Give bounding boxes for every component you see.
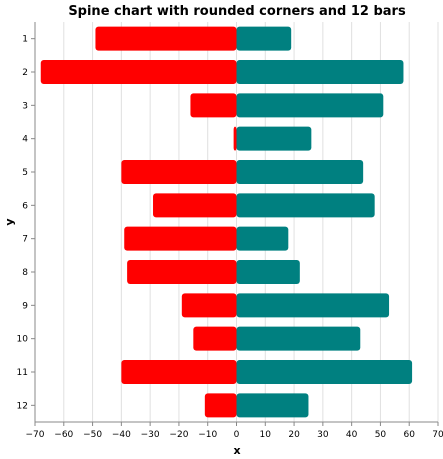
x-tick-label: −70 xyxy=(26,430,45,440)
y-tick-label: 8 xyxy=(22,268,28,278)
x-tick-label: 10 xyxy=(260,430,272,440)
bar-positive-2 xyxy=(236,60,404,84)
x-tick-label: −10 xyxy=(198,430,217,440)
x-tick-label: 20 xyxy=(288,430,300,440)
y-tick-label: 2 xyxy=(22,68,28,78)
bars xyxy=(40,26,413,418)
x-tick-label: −40 xyxy=(112,430,131,440)
bar-negative-6 xyxy=(153,193,237,218)
x-tick-label: −20 xyxy=(169,430,188,440)
bar-positive-11 xyxy=(236,360,413,384)
bar-positive-10 xyxy=(236,326,361,351)
x-tick-label: 70 xyxy=(432,430,443,440)
bar-negative-3 xyxy=(190,93,237,118)
x-tick-label: 60 xyxy=(403,430,415,440)
x-tick-label: 30 xyxy=(317,430,329,440)
y-tick-label: 3 xyxy=(22,101,28,111)
y-tick-label: 5 xyxy=(22,168,28,178)
x-axis-title: x xyxy=(233,444,240,457)
bar-negative-5 xyxy=(121,160,237,184)
bar-positive-7 xyxy=(236,226,289,251)
y-tick-label: 9 xyxy=(22,301,28,311)
y-tick-label: 1 xyxy=(22,35,28,45)
bar-negative-2 xyxy=(40,60,237,84)
x-tick-label: −50 xyxy=(83,430,102,440)
bar-positive-8 xyxy=(236,260,300,284)
bar-positive-6 xyxy=(236,193,375,218)
y-tick-label: 10 xyxy=(17,335,29,345)
bar-negative-8 xyxy=(127,260,237,284)
bar-positive-4 xyxy=(236,126,312,151)
x-tick-label: 40 xyxy=(346,430,358,440)
bar-negative-11 xyxy=(121,360,237,384)
x-tick-label: −60 xyxy=(54,430,73,440)
bar-negative-1 xyxy=(95,26,237,51)
bar-negative-12 xyxy=(204,393,237,418)
x-tick-label: 0 xyxy=(234,430,240,440)
y-tick-label: 6 xyxy=(22,201,28,211)
x-tick-label: 50 xyxy=(375,430,387,440)
bar-negative-7 xyxy=(124,226,237,251)
bar-positive-12 xyxy=(236,393,309,418)
y-tick-label: 12 xyxy=(17,401,28,411)
bar-positive-5 xyxy=(236,160,364,184)
bar-negative-9 xyxy=(181,293,237,318)
bar-negative-10 xyxy=(193,326,237,351)
x-tick-label: −30 xyxy=(141,430,160,440)
y-tick-label: 4 xyxy=(22,135,28,145)
grid xyxy=(34,22,439,422)
y-axis-title: y xyxy=(3,218,16,225)
bar-negative-4 xyxy=(233,126,237,151)
y-tick-label: 7 xyxy=(22,235,28,245)
bar-positive-1 xyxy=(236,26,292,51)
chart-title: Spine chart with rounded corners and 12 … xyxy=(68,4,406,19)
bar-positive-3 xyxy=(236,93,384,118)
y-tick-label: 11 xyxy=(17,368,28,378)
bar-positive-9 xyxy=(236,293,390,318)
